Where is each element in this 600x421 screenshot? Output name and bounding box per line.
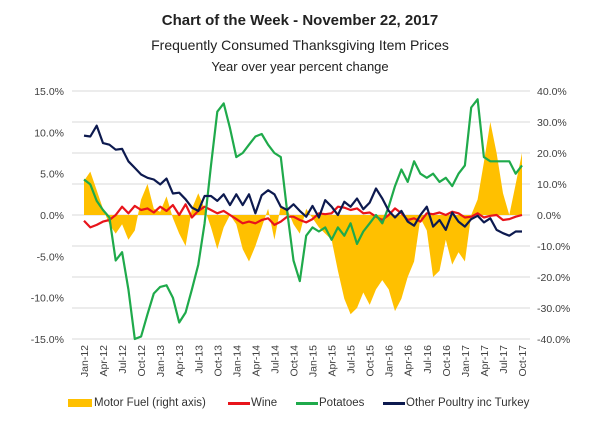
right-tick-label: 30.0% (537, 117, 567, 129)
x-tick-label: Jul-15 (346, 345, 358, 374)
left-tick-label: -15.0% (31, 334, 64, 346)
legend-swatch-potatoes (296, 401, 318, 405)
x-tick-label: Oct-13 (212, 345, 224, 377)
x-tick-label: Jul-16 (422, 345, 434, 374)
legend-swatch-wine (228, 401, 250, 405)
chart-subtitle-2: Year over year percent change (211, 59, 389, 74)
left-tick-label: 15.0% (34, 86, 64, 98)
series-line-other-poultry-inc-turkey (83, 124, 522, 237)
x-tick-label: Jan-14 (231, 345, 243, 377)
x-tick-label: Oct-14 (288, 345, 300, 377)
legend-item-potatoes: Potatoes (296, 397, 364, 409)
legend-swatch-poultry (383, 401, 405, 405)
left-tick-label: 5.0% (40, 169, 64, 181)
left-tick-label: -10.0% (31, 293, 64, 305)
left-tick-label: -5.0% (37, 251, 64, 263)
right-tick-label: 20.0% (537, 148, 567, 160)
right-tick-label: 0.0% (537, 210, 561, 222)
x-tick-label: Oct-16 (441, 345, 453, 377)
legend-item-wine: Wine (228, 397, 277, 409)
chart-subtitle: Frequently Consumed Thanksgiving Item Pr… (151, 37, 449, 53)
motor-fuel-area (84, 122, 522, 315)
chart-title: Chart of the Week - November 22, 2017 (161, 12, 439, 29)
x-tick-label: Jan-17 (460, 345, 472, 377)
x-tick-label: Jan-12 (79, 345, 91, 377)
right-axis-ticks: 40.0% 30.0% 20.0% 10.0% 0.0% -10.0% -20.0% -30.… (537, 86, 570, 346)
legend-swatch-motor-fuel (68, 399, 92, 407)
legend-label: Wine (251, 397, 278, 409)
x-axis-ticks: Jan-12 Apr-12 Jul-12 Oct-12 Jan-13 Apr-13 Jul-… (79, 345, 529, 377)
x-tick-label: Apr-17 (479, 345, 491, 377)
right-tick-label: 40.0% (537, 86, 567, 98)
left-tick-label: 10.0% (34, 127, 64, 139)
right-tick-label: -30.0% (537, 303, 570, 315)
x-tick-label: Apr-15 (327, 345, 339, 377)
left-axis-ticks: 15.0% 10.0% 5.0% 0.0% -5.0% -10.0% -15.0% (31, 86, 64, 346)
right-tick-label: -40.0% (537, 334, 570, 346)
legend: Motor Fuel (right axis) Wine Potatoes Ot… (0, 397, 600, 413)
series-line-wine (83, 203, 523, 229)
x-tick-label: Oct-12 (136, 345, 148, 377)
x-tick-label: Apr-14 (250, 345, 262, 377)
right-tick-label: -20.0% (537, 272, 570, 284)
x-tick-label: Oct-17 (517, 345, 529, 377)
x-tick-label: Apr-13 (174, 345, 186, 377)
x-tick-label: Jul-17 (498, 345, 510, 374)
left-tick-label: 0.0% (40, 210, 64, 222)
right-tick-label: -10.0% (537, 241, 570, 253)
x-tick-label: Apr-16 (403, 345, 415, 377)
legend-item-motor-fuel: Motor Fuel (right axis) (68, 397, 206, 409)
x-tick-label: Jan-13 (155, 345, 167, 377)
x-tick-label: Apr-12 (98, 345, 110, 377)
legend-label: Other Poultry inc Turkey (406, 397, 530, 409)
x-tick-label: Jul-14 (269, 345, 281, 374)
x-tick-label: Jul-13 (193, 345, 205, 374)
x-tick-label: Oct-15 (365, 345, 377, 377)
x-tick-label: Jan-15 (308, 345, 320, 377)
x-tick-label: Jul-12 (117, 345, 129, 374)
series-line-potatoes (83, 98, 523, 341)
series-lines (83, 98, 523, 341)
x-tick-label: Jan-16 (384, 345, 396, 377)
legend-label: Motor Fuel (right axis) (94, 397, 206, 409)
motor-fuel-area-shape (84, 122, 522, 315)
legend-item-poultry: Other Poultry inc Turkey (383, 397, 529, 409)
right-tick-label: 10.0% (537, 179, 567, 191)
legend-label: Potatoes (319, 397, 365, 409)
